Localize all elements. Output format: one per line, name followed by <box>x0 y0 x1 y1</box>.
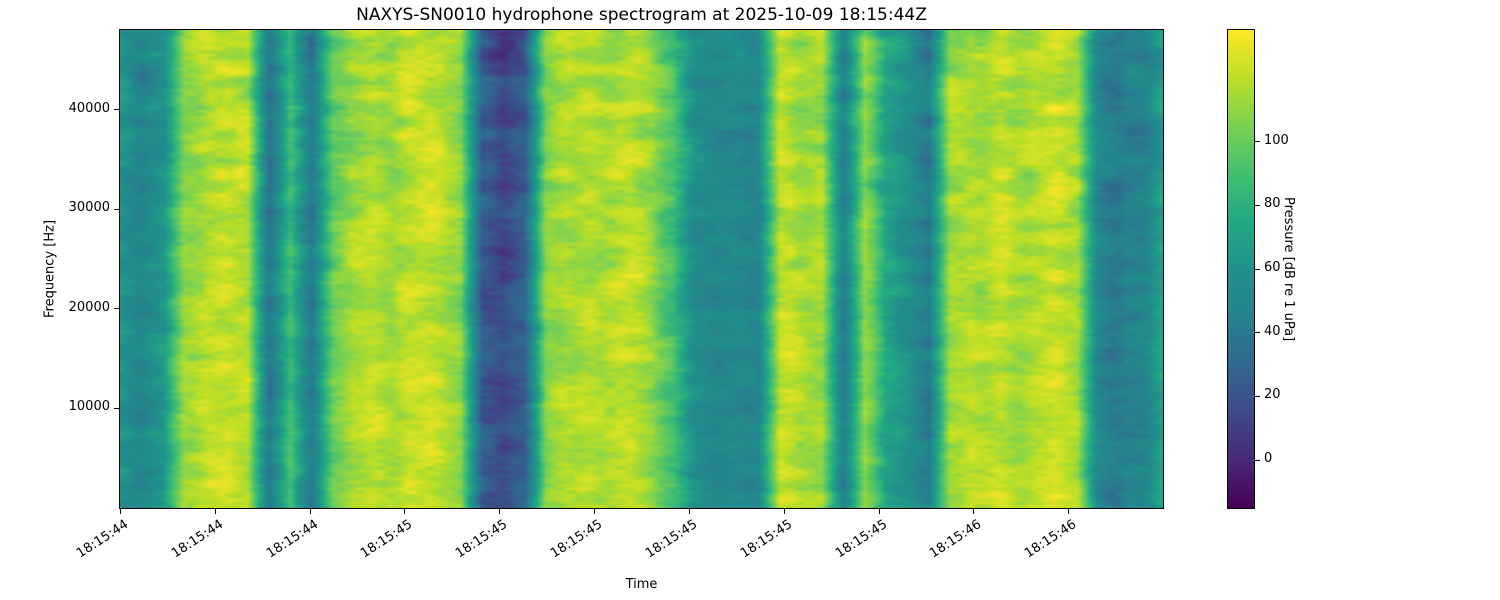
colorbar-tick-label: 100 <box>1264 132 1289 148</box>
y-tick-mark <box>114 308 119 310</box>
colorbar-tick-mark <box>1255 459 1260 461</box>
colorbar-tick-mark <box>1255 395 1260 397</box>
colorbar-tick-label: 20 <box>1264 387 1281 403</box>
colorbar-tick-label: 0 <box>1264 451 1273 467</box>
x-axis-label: Time <box>625 577 658 592</box>
y-tick-label: 30000 <box>68 200 110 216</box>
colorbar-tick-mark <box>1255 141 1260 143</box>
colorbar-tick-label: 60 <box>1264 260 1281 275</box>
colorbar-gradient <box>1227 29 1255 509</box>
colorbar-tick-label: 40 <box>1264 323 1281 339</box>
colorbar-tick-mark <box>1255 268 1260 270</box>
colorbar-tick-mark <box>1255 332 1260 334</box>
y-tick-label: 20000 <box>68 299 110 315</box>
x-tick-mark <box>688 509 690 514</box>
x-tick-mark <box>878 509 880 514</box>
x-tick-mark <box>214 509 216 514</box>
y-tick-label: 40000 <box>68 100 110 116</box>
x-tick-mark <box>783 509 785 514</box>
chart-title: NAXYS-SN0010 hydrophone spectrogram at 2… <box>356 5 927 25</box>
x-tick-mark <box>404 509 406 514</box>
y-tick-mark <box>114 407 119 409</box>
x-tick-mark <box>594 509 596 514</box>
x-tick-mark <box>499 509 501 514</box>
x-tick-mark <box>120 509 121 514</box>
spectrogram-canvas <box>119 29 1164 509</box>
colorbar-tick-mark <box>1255 204 1260 206</box>
x-tick-mark <box>973 509 975 514</box>
x-tick-mark <box>1068 509 1070 514</box>
y-tick-label: 10000 <box>68 399 110 415</box>
y-tick-mark <box>114 109 119 111</box>
x-tick-label: 18:15:44 <box>74 517 132 562</box>
colorbar-label: Pressure [dB re 1 uPa] <box>1281 196 1296 342</box>
x-tick-mark <box>309 509 311 514</box>
y-tick-mark <box>114 208 119 210</box>
colorbar-tick-label: 80 <box>1264 196 1281 212</box>
